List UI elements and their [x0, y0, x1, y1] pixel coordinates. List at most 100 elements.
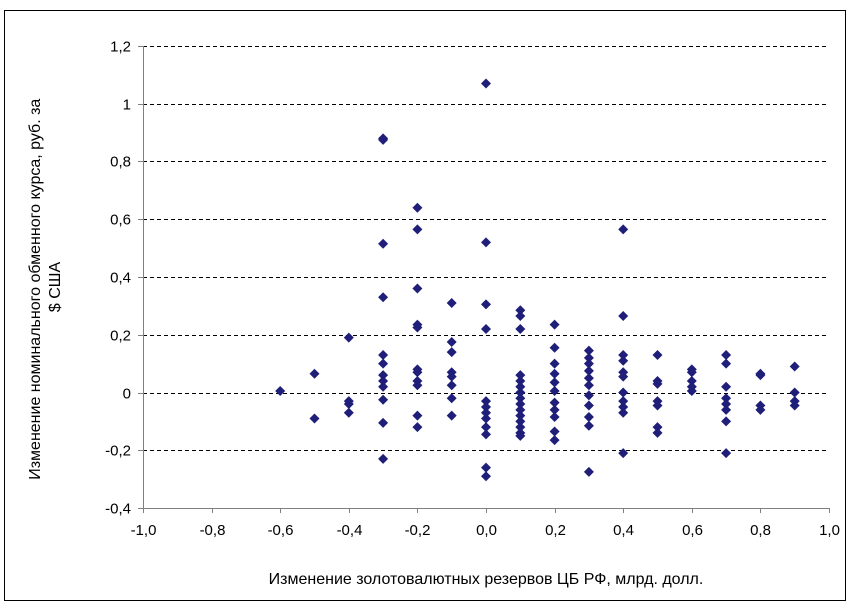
data-point: [481, 237, 491, 248]
data-point: [583, 380, 594, 391]
y-tick-label: 0,4: [110, 270, 131, 287]
data-point: [515, 393, 526, 404]
data-point: [549, 397, 560, 408]
data-point: [481, 299, 491, 310]
y-tick-label: 0,6: [110, 212, 131, 229]
data-point: [412, 367, 423, 378]
data-point: [789, 361, 800, 372]
x-tick-label: -0,2: [405, 522, 431, 539]
data-point: [583, 352, 594, 363]
x-tick-label: 0,0: [476, 522, 497, 539]
data-point: [446, 393, 457, 404]
data-point: [583, 412, 594, 423]
y-tick-label: -0,4: [105, 501, 131, 518]
data-point: [721, 399, 732, 410]
data-point: [652, 422, 663, 433]
data-point: [618, 407, 629, 418]
data-point: [549, 342, 560, 353]
data-point: [652, 378, 663, 389]
data-point: [549, 404, 560, 415]
data-point: [412, 202, 423, 213]
data-point: [378, 134, 389, 145]
data-point: [378, 349, 389, 360]
data-point: [412, 283, 423, 294]
data-point: [721, 349, 732, 360]
data-point: [652, 427, 663, 438]
y-tick-label: -0,2: [105, 443, 131, 460]
data-point: [721, 381, 732, 392]
data-point: [515, 410, 526, 421]
data-point: [549, 319, 560, 330]
data-point: [652, 349, 663, 360]
data-point: [446, 410, 457, 421]
x-tick-label: -0,4: [337, 522, 363, 539]
data-point: [583, 466, 594, 477]
chart-frame: [4, 10, 846, 601]
x-tick-label: 0,8: [750, 522, 771, 539]
data-point: [549, 358, 560, 369]
data-point: [755, 370, 766, 381]
x-tick-label: 0,4: [613, 522, 634, 539]
data-point: [515, 323, 526, 334]
data-point: [618, 355, 629, 366]
y-tick-label: 0,2: [110, 328, 131, 345]
data-point: [378, 292, 389, 303]
data-point: [515, 370, 526, 381]
data-point: [618, 448, 629, 459]
data-point: [446, 336, 457, 347]
data-point: [481, 471, 491, 482]
data-point: [378, 370, 389, 381]
x-tick-label: -0,6: [268, 522, 294, 539]
data-point: [618, 396, 629, 407]
data-point: [481, 422, 491, 433]
data-point: [378, 381, 389, 392]
data-point: [549, 386, 560, 397]
data-point: [583, 358, 594, 369]
data-point: [583, 420, 594, 431]
data-point: [721, 404, 732, 415]
data-point: [412, 380, 423, 391]
axes: [138, 46, 830, 513]
data-point: [686, 367, 697, 378]
data-point: [481, 78, 491, 89]
data-point: [481, 413, 491, 424]
data-point: [686, 375, 697, 386]
data-point: [446, 380, 457, 391]
data-point: [618, 387, 629, 398]
data-point: [446, 371, 457, 382]
data-point: [515, 310, 526, 321]
data-point: [481, 323, 491, 334]
y-axis-title-line-2: $ США: [47, 262, 64, 313]
data-point: [515, 381, 526, 392]
data-point: [481, 401, 491, 412]
data-point: [789, 400, 800, 411]
data-point: [721, 393, 732, 404]
data-point: [583, 365, 594, 376]
data-point: [583, 373, 594, 384]
data-point: [549, 368, 560, 379]
data-point: [481, 462, 491, 473]
data-point: [755, 404, 766, 415]
data-point: [378, 238, 389, 249]
data-point: [515, 305, 526, 316]
data-point: [378, 394, 389, 405]
data-point: [583, 345, 594, 356]
data-point: [515, 404, 526, 415]
data-point: [481, 396, 491, 407]
data-point: [618, 224, 629, 235]
data-point: [378, 375, 389, 386]
data-point: [618, 401, 629, 412]
x-tick-label: -0,8: [200, 522, 226, 539]
y-tick-label: 1: [123, 97, 131, 114]
data-point: [378, 358, 389, 369]
data-point: [515, 399, 526, 410]
y-axis-title-line-1: Изменение номинального обменного курса, …: [27, 99, 44, 480]
data-point: [721, 448, 732, 459]
y-tick-label: 0,8: [110, 154, 131, 171]
data-point: [309, 368, 320, 379]
data-point: [515, 375, 526, 386]
data-point: [412, 224, 423, 235]
data-point: [378, 417, 389, 428]
data-point: [549, 426, 560, 437]
data-point: [515, 387, 526, 398]
